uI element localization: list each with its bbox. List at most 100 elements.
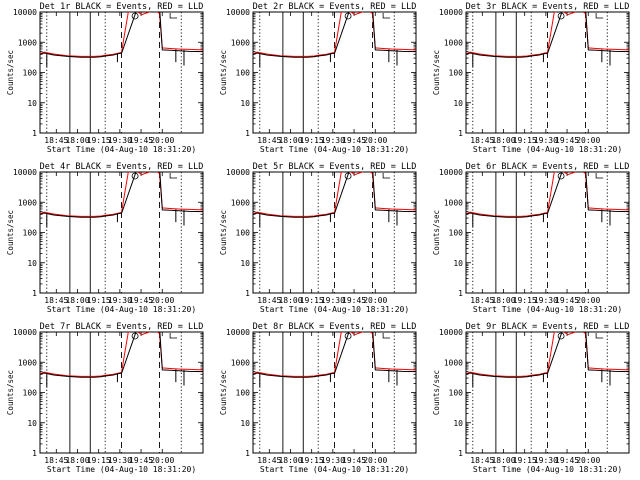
top-circle-marker	[557, 12, 565, 20]
panel-title: Det 3r BLACK = Events, RED = LLD	[466, 2, 630, 12]
y-tick-label: 10	[240, 259, 250, 268]
events-series-line	[253, 172, 416, 218]
y-tick-label: 100	[23, 69, 38, 78]
lld-series-line	[253, 12, 416, 57]
top-circle-marker	[131, 332, 139, 340]
top-step-marker	[169, 173, 178, 179]
detector-panel: Det 6r BLACK = Events, RED = LLD 1 10 100 10…	[432, 162, 630, 314]
y-tick-label: 1000	[444, 198, 463, 207]
x-tick-label: 18:00	[65, 136, 89, 145]
y-axis-title: Counts/sec	[432, 210, 441, 255]
x-tick-label: 19:30	[534, 456, 558, 465]
top-circle-marker	[557, 172, 565, 180]
y-tick-label: 10000	[226, 328, 250, 337]
y-axis-title: Counts/sec	[6, 370, 15, 415]
y-tick-label: 1	[32, 289, 37, 298]
data-group	[40, 172, 203, 228]
y-axis-title: Counts/sec	[6, 50, 15, 95]
y-tick-label: 10000	[13, 168, 37, 177]
x-tick-label: 20:00	[150, 456, 174, 465]
x-tick-label: 19:45	[342, 136, 366, 145]
events-series-line	[466, 12, 629, 58]
data-group	[253, 332, 416, 388]
y-tick-label: 100	[236, 69, 251, 78]
y-tick-label: 10000	[226, 168, 250, 177]
y-tick-label: 1	[458, 289, 463, 298]
lld-series-line	[253, 172, 416, 217]
panel-title: Det 9r BLACK = Events, RED = LLD	[466, 322, 630, 332]
events-series-line	[40, 12, 203, 58]
panel-title: Det 5r BLACK = Events, RED = LLD	[253, 162, 417, 172]
top-step-marker	[169, 13, 178, 19]
x-tick-label: 18:00	[65, 456, 89, 465]
lld-series-line	[40, 172, 203, 217]
panel-title: Det 6r BLACK = Events, RED = LLD	[466, 162, 630, 172]
top-step-marker	[595, 13, 604, 19]
y-tick-label: 10000	[13, 328, 37, 337]
y-tick-label: 1000	[18, 358, 37, 367]
top-step-marker	[595, 333, 604, 339]
y-tick-label: 10000	[226, 8, 250, 17]
x-tick-label: 20:00	[363, 136, 387, 145]
x-tick-label: 18:45	[44, 456, 68, 465]
x-tick-label: 19:15	[513, 456, 537, 465]
lld-series-line	[40, 332, 203, 377]
x-tick-label: 19:30	[321, 136, 345, 145]
y-tick-label: 10000	[439, 8, 463, 17]
x-tick-label: 18:45	[44, 296, 68, 305]
x-tick-label: 19:45	[555, 136, 579, 145]
panel-title: Det 4r BLACK = Events, RED = LLD	[40, 162, 204, 172]
y-tick-label: 1000	[444, 358, 463, 367]
y-axis-title: Counts/sec	[219, 210, 228, 255]
y-tick-label: 100	[449, 69, 464, 78]
y-tick-label: 100	[236, 229, 251, 238]
y-tick-label: 10	[453, 419, 463, 428]
data-group	[253, 12, 416, 68]
y-tick-label: 100	[449, 229, 464, 238]
data-group	[466, 12, 629, 68]
y-tick-label: 10	[27, 259, 37, 268]
data-group	[466, 172, 629, 228]
y-tick-label: 1	[32, 129, 37, 138]
detector-panel: Det 4r BLACK = Events, RED = LLD 1 10 100 10…	[6, 162, 204, 314]
y-tick-label: 100	[236, 389, 251, 398]
x-axis-title: Start Time (04-Aug-10 18:31:20)	[260, 465, 409, 474]
panel-title: Det 8r BLACK = Events, RED = LLD	[253, 322, 417, 332]
events-series-line	[40, 172, 203, 218]
x-axis-title: Start Time (04-Aug-10 18:31:20)	[473, 145, 622, 154]
top-circle-marker	[344, 172, 352, 180]
lld-series-line	[466, 172, 629, 217]
x-tick-label: 19:15	[513, 136, 537, 145]
y-tick-label: 10	[240, 419, 250, 428]
y-axis-title: Counts/sec	[219, 370, 228, 415]
x-tick-label: 20:00	[150, 296, 174, 305]
events-series-line	[466, 172, 629, 218]
y-tick-label: 1000	[231, 38, 250, 47]
panel-title: Det 2r BLACK = Events, RED = LLD	[253, 2, 417, 12]
x-axis-title: Start Time (04-Aug-10 18:31:20)	[47, 145, 196, 154]
x-tick-label: 19:45	[342, 456, 366, 465]
y-axis-title: Counts/sec	[432, 50, 441, 95]
x-tick-label: 19:45	[555, 456, 579, 465]
x-tick-label: 20:00	[576, 136, 600, 145]
x-tick-label: 19:15	[87, 136, 111, 145]
x-tick-label: 18:45	[470, 296, 494, 305]
x-tick-label: 18:45	[257, 296, 281, 305]
y-tick-label: 10	[240, 99, 250, 108]
top-step-marker	[595, 173, 604, 179]
y-axis-title: Counts/sec	[432, 370, 441, 415]
y-tick-label: 10000	[13, 8, 37, 17]
y-tick-label: 1	[458, 129, 463, 138]
lld-series-line	[466, 12, 629, 57]
lld-series-line	[40, 12, 203, 57]
x-tick-label: 18:45	[470, 456, 494, 465]
x-tick-label: 19:15	[300, 456, 324, 465]
top-circle-marker	[131, 12, 139, 20]
x-tick-label: 20:00	[363, 296, 387, 305]
x-tick-label: 19:45	[129, 296, 153, 305]
data-group	[253, 172, 416, 228]
y-tick-label: 10	[453, 259, 463, 268]
x-tick-label: 18:45	[257, 136, 281, 145]
y-tick-label: 1000	[18, 38, 37, 47]
x-tick-label: 19:15	[300, 136, 324, 145]
